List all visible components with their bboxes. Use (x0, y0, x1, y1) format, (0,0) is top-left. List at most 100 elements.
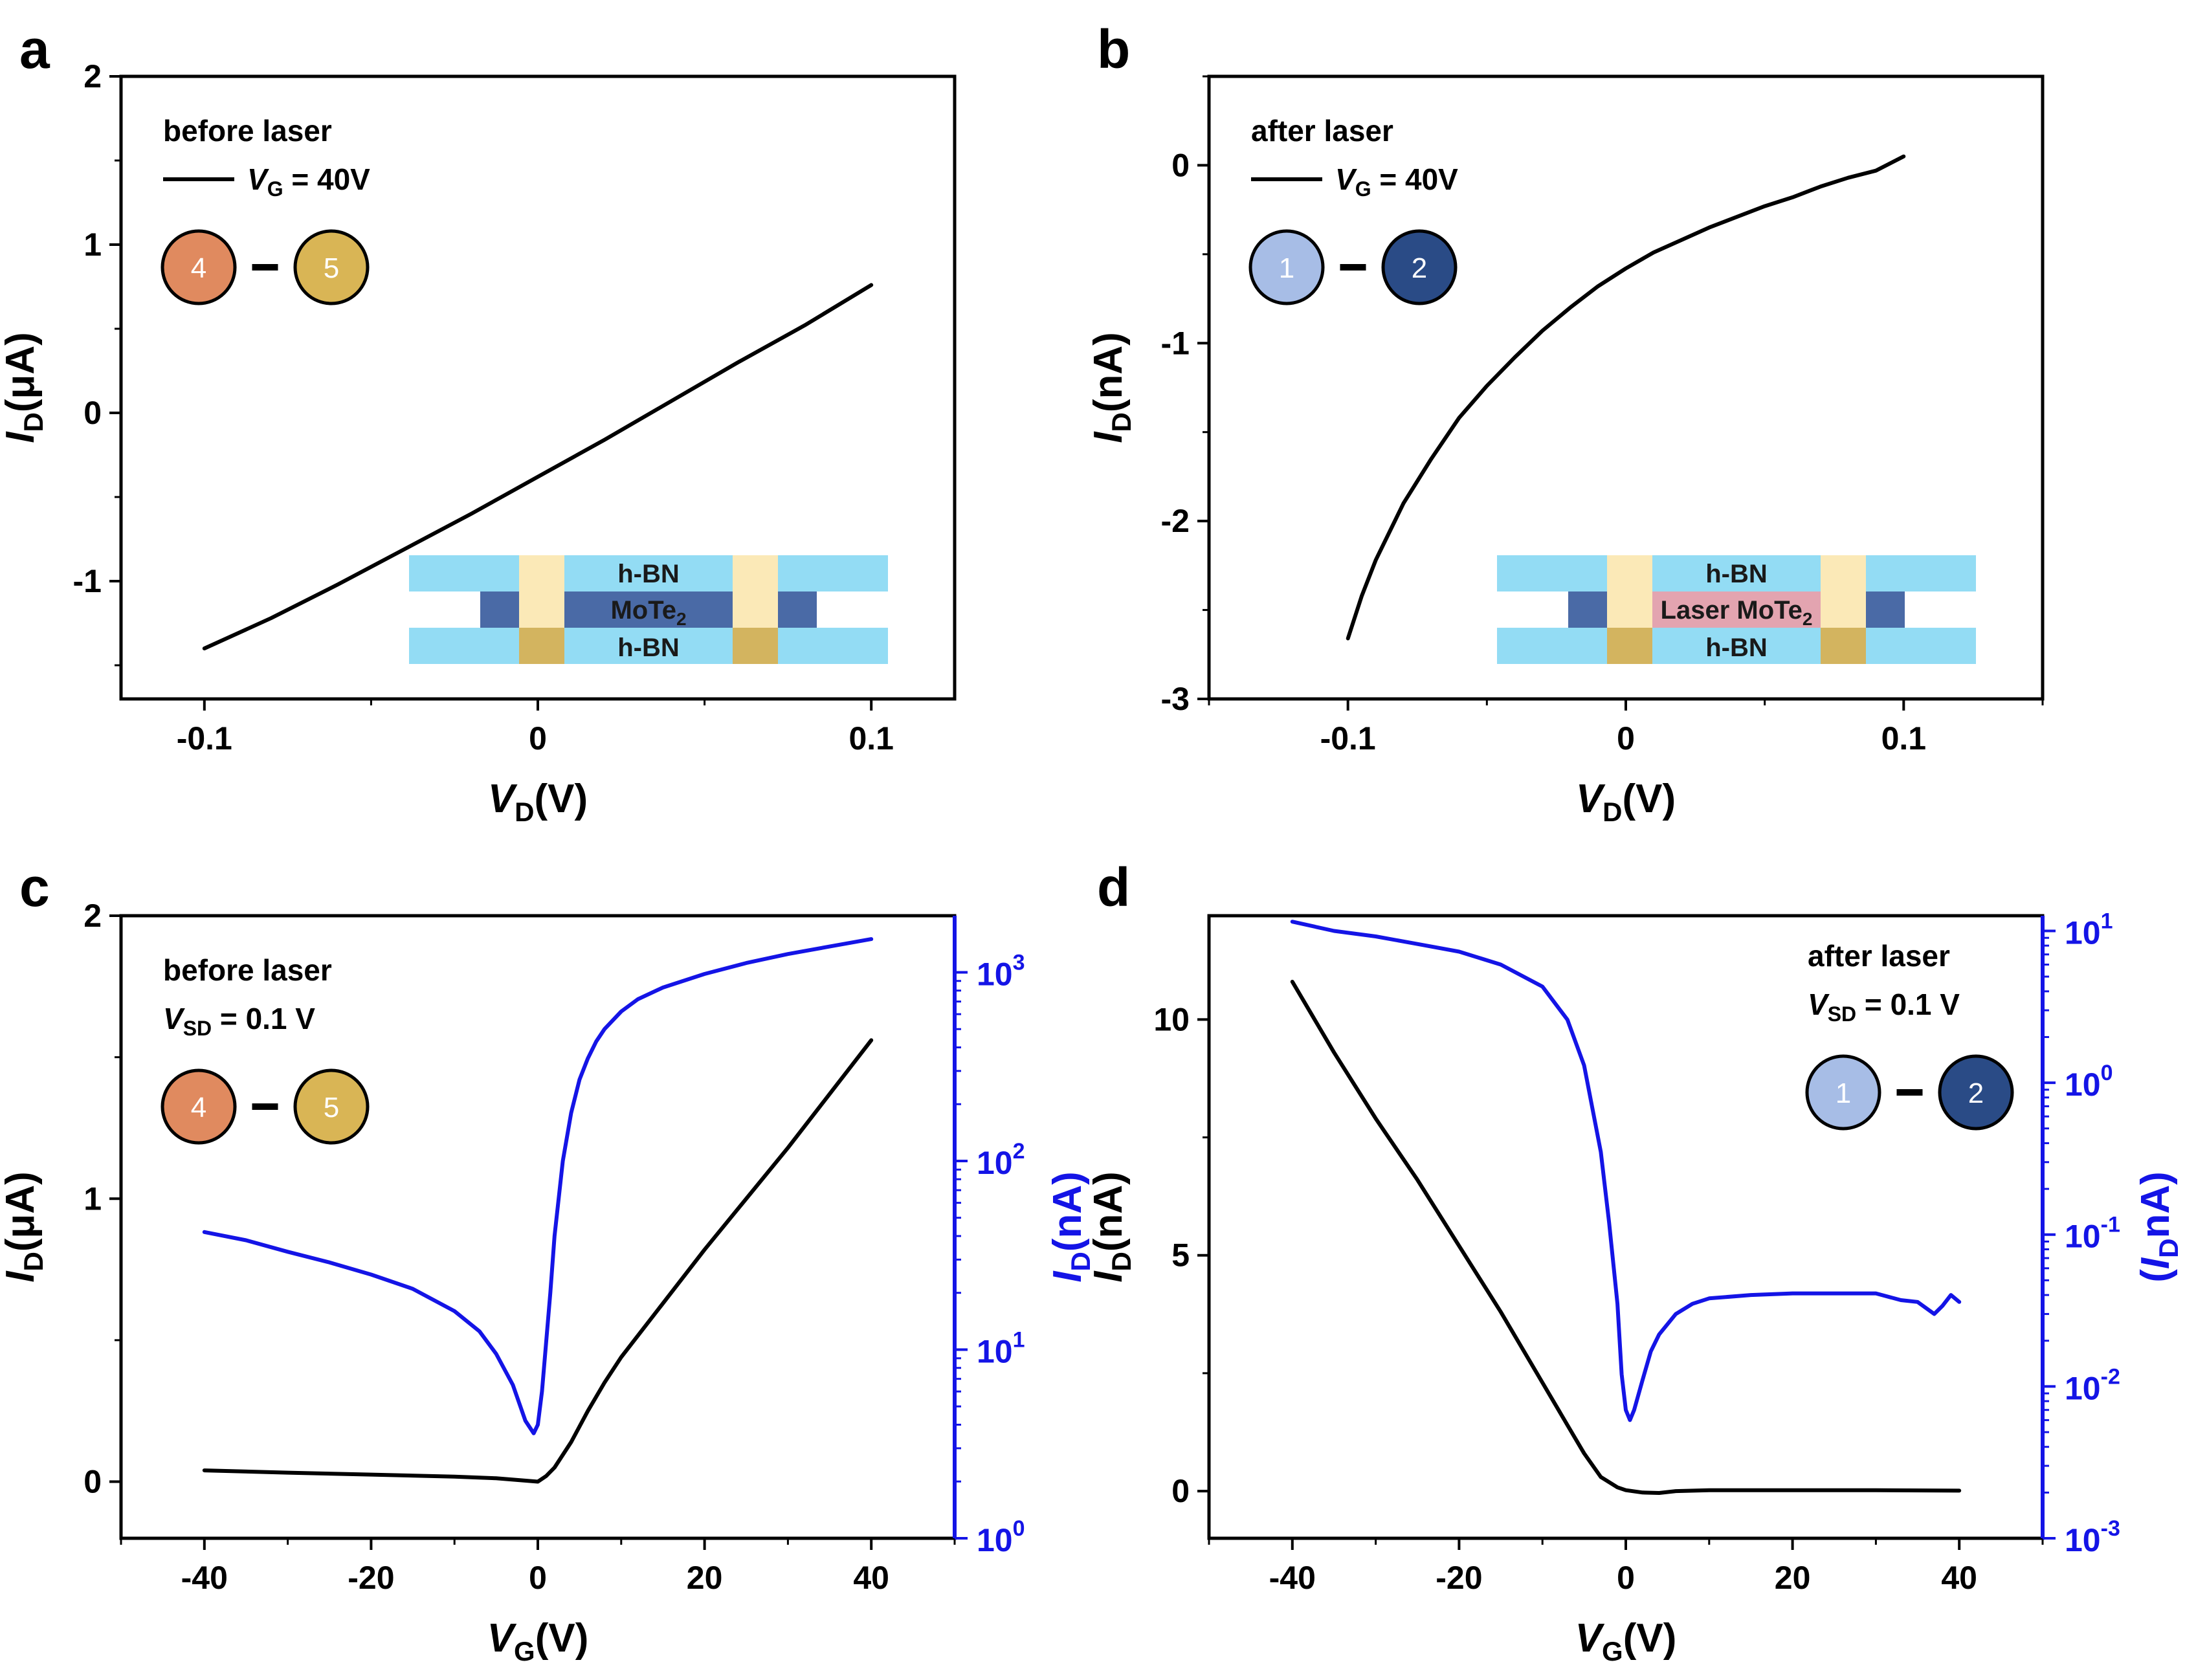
legend-entry: VG = 40V (247, 162, 370, 201)
inset-label-bottom: h-BN (1705, 634, 1768, 662)
x-tick-label: 0 (1617, 1560, 1635, 1596)
y-tick-label: 5 (1171, 1237, 1190, 1274)
x-tick-label: 20 (1775, 1560, 1811, 1596)
contact-circle (161, 229, 237, 305)
inset-label-middle: Laser MoTe2 (1661, 596, 1813, 629)
series-line (1290, 920, 1962, 1422)
contact-dash (252, 264, 278, 271)
y-axis-label: ID(μA) (0, 1171, 49, 1283)
contact-dash (1896, 1089, 1923, 1096)
y-axis-label: ID(μA) (0, 332, 49, 443)
legend-title: after laser (1251, 114, 1393, 148)
contact-circle (293, 229, 370, 305)
legend-entry: VSD = 0.1 V (1808, 988, 1960, 1026)
x-tick-label: 0 (529, 720, 547, 757)
panel-letter: b (1097, 19, 1130, 80)
inset-label-top: h-BN (617, 560, 680, 588)
x-tick-label: 0.1 (1881, 720, 1927, 757)
x-tick-label: 40 (853, 1560, 889, 1596)
y-tick-label: -3 (1161, 681, 1190, 717)
y-tick-label: 2 (83, 898, 102, 934)
x-tick-label: 20 (687, 1560, 723, 1596)
y-tick-label: 10 (1153, 1001, 1190, 1037)
contact-number: 5 (324, 252, 339, 284)
y-tick-label: 2 (83, 58, 102, 94)
series-line (202, 1038, 874, 1484)
inset-hbn-bottom (1497, 628, 1976, 664)
contact-number: 1 (1279, 252, 1294, 284)
x-tick-label: -20 (348, 1560, 394, 1596)
inset-label-top: h-BN (1705, 560, 1768, 588)
y-axis-label: ID(nA) (1086, 1171, 1137, 1283)
panel-b: b -0.1 0 0.1 -3 -2 -1 0 VD(V) ID(nA) after laser VG… (1086, 19, 2045, 827)
y2-axis-label: (IDnA) (2133, 1171, 2184, 1283)
x-tick-label: 0 (529, 1560, 547, 1596)
panel-a: a -0.1 0 0.1 -1 0 1 2 VD(V) ID(μA) before laser VG … (0, 19, 957, 827)
panel-letter: a (19, 19, 50, 80)
contact-dash (252, 1103, 278, 1110)
inset-contact-left-base (519, 628, 564, 664)
inset-contact-right-base (1821, 628, 1866, 664)
x-tick-label: 0.1 (848, 720, 894, 757)
y-tick-label: 0 (1171, 1473, 1190, 1509)
contact-circle (1381, 229, 1458, 305)
y-tick-label: 0 (83, 395, 102, 431)
series-line (202, 937, 874, 1435)
x-tick-label: -0.1 (177, 720, 232, 757)
device-inset: h-BN Laser MoTe2 h-BN (1497, 555, 1976, 664)
inset-channel (1652, 591, 1821, 628)
panel-letter: c (19, 857, 50, 918)
series-line (1290, 980, 1962, 1495)
y-tick-label: 0 (1171, 147, 1190, 183)
y-tick-label: 1 (83, 227, 102, 263)
legend-entry: VSD = 0.1 V (163, 1002, 315, 1040)
y2-tick-label: 103 (977, 950, 1025, 992)
x-tick-label: -0.1 (1320, 720, 1376, 757)
panel-letter: d (1097, 857, 1130, 918)
y-tick-label: 1 (83, 1180, 102, 1217)
y2-tick-label: 101 (2065, 909, 2113, 951)
contact-circle (1938, 1054, 2014, 1131)
device-inset: h-BN MoTe2 h-BN (409, 555, 888, 664)
contact-circle (161, 1068, 237, 1145)
contact-number: 4 (191, 252, 206, 284)
contact-number: 5 (324, 1092, 339, 1123)
x-tick-label: 40 (1941, 1560, 1977, 1596)
x-axis-label: VG(V) (487, 1616, 589, 1666)
inset-channel (564, 591, 733, 628)
legend-title: before laser (163, 114, 332, 148)
inset-contact-left-base (1607, 628, 1652, 664)
x-axis-label: VD(V) (488, 777, 588, 827)
contact-number: 2 (1968, 1078, 1984, 1109)
y2-tick-label: 100 (977, 1516, 1025, 1558)
y-tick-label: -1 (73, 563, 102, 599)
y2-tick-label: 10-2 (2065, 1364, 2120, 1406)
contact-circle (1805, 1054, 1881, 1131)
inset-label-bottom: h-BN (617, 634, 680, 662)
y2-axis-label: ID(nA) (1045, 1171, 1096, 1283)
legend-entry: VG = 40V (1335, 162, 1458, 201)
contact-circle (1248, 229, 1325, 305)
x-tick-label: 0 (1617, 720, 1635, 757)
x-tick-label: -20 (1436, 1560, 1482, 1596)
y-tick-label: -1 (1161, 325, 1190, 361)
x-tick-label: -40 (181, 1560, 228, 1596)
contact-number: 1 (1836, 1078, 1851, 1109)
y-axis-label: ID(nA) (1086, 332, 1137, 443)
legend-title: before laser (163, 953, 332, 987)
contact-dash (1340, 264, 1366, 271)
inset-hbn-bottom (409, 628, 888, 664)
contact-number: 2 (1412, 252, 1427, 284)
inset-hbn-top (1497, 555, 1976, 591)
contact-number: 4 (191, 1092, 206, 1123)
y2-tick-label: 10-3 (2065, 1516, 2120, 1558)
y-tick-label: -2 (1161, 503, 1190, 539)
series-line (1346, 154, 1906, 641)
inset-hbn-top (409, 555, 888, 591)
series-line (202, 283, 874, 650)
x-axis-label: VD(V) (1576, 777, 1676, 827)
x-tick-label: -40 (1269, 1560, 1316, 1596)
legend-title: after laser (1808, 939, 1950, 973)
panel-c: c -40 -20 0 20 40 0 1 2 VG(V) ID(μA) 100 101 102 103 ID… (0, 857, 1096, 1666)
